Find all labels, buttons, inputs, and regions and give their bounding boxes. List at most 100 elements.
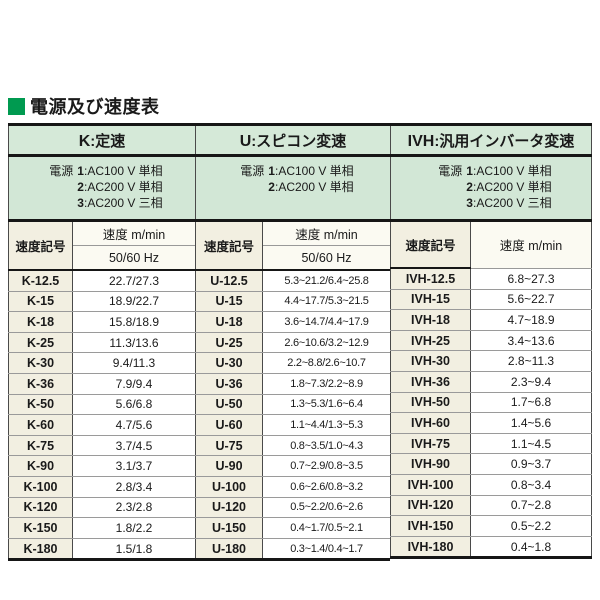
table-row: K-36 7.9/9.4 [8, 373, 195, 395]
table-row: K-150 1.8/2.2 [8, 517, 195, 539]
speed-code-cell: U-36 [195, 373, 263, 395]
power-option-number: 2 [268, 180, 275, 194]
speed-code-cell: U-75 [195, 435, 263, 457]
table-row: U-15 4.4~17.7/5.3~21.5 [195, 291, 390, 313]
speed-value-cell: 3.1/3.7 [72, 455, 195, 477]
table-row: IVH-36 2.3~9.4 [390, 371, 592, 393]
power-source-line: 2:AC200 V 単相 [466, 180, 552, 194]
section-table-ivh: IVH:汎用インバータ変速 電源 1:AC100 V 単相 2:AC200 V 単相 3… [390, 123, 592, 560]
speed-value-cell: 3.7/4.5 [72, 435, 195, 457]
table-row: K-12.5 22.7/27.3 [8, 270, 195, 292]
table-row: K-18 15.8/18.9 [8, 311, 195, 333]
table-row: U-36 1.8~7.3/2.2~8.9 [195, 373, 390, 395]
col-header-speed-code: 速度記号 [8, 220, 73, 271]
table-row: K-50 5.6/6.8 [8, 394, 195, 416]
speed-value-cell: 0.8~3.5/1.0~4.3 [262, 435, 390, 457]
col-header-speed-code: 速度記号 [390, 220, 471, 269]
section-code-label: U [239, 132, 252, 150]
section-header-k: K:定速 [8, 124, 195, 157]
speed-code-cell: IVH-12.5 [390, 268, 471, 290]
speed-value-cell: 2.3~9.4 [470, 371, 592, 393]
table-row: IVH-180 0.4~1.8 [390, 536, 592, 559]
speed-value-cell: 15.8/18.9 [72, 311, 195, 333]
table-row: IVH-12.5 6.8~27.3 [390, 268, 592, 290]
speed-value-cell: 1.8/2.2 [72, 517, 195, 539]
speed-code-cell: K-120 [8, 497, 73, 519]
speed-code-cell: K-15 [8, 291, 73, 313]
speed-code-cell: U-150 [195, 517, 263, 539]
table-row: K-25 11.3/13.6 [8, 332, 195, 354]
speed-value-cell: 1.3~5.3/1.6~6.4 [262, 394, 390, 416]
table-row: IVH-75 1.1~4.5 [390, 433, 592, 455]
speed-code-cell: K-100 [8, 476, 73, 498]
section-code-label: IVH [407, 132, 435, 150]
table-row: U-50 1.3~5.3/1.6~6.4 [195, 394, 390, 416]
speed-value-cell: 3.4~13.6 [470, 330, 592, 352]
power-source-line: 3:AC200 V 三相 [466, 196, 552, 210]
table-row: K-180 1.5/1.8 [8, 538, 195, 561]
power-source-row: 電源 1:AC100 V 単相 2:AC200 V 単相 3:AC200 V 三相 [8, 155, 195, 222]
col-header-speed-unit: 速度 m/min [72, 220, 195, 246]
speed-value-cell: 0.7~2.8 [470, 495, 592, 517]
power-source-lines: 電源 1:AC100 V 単相 2:AC200 V 単相 3:AC200 V 三相 [41, 163, 162, 211]
speed-value-cell: 0.8~3.4 [470, 474, 592, 496]
speed-code-cell: U-50 [195, 394, 263, 416]
section-header-u: U:スピコン変速 [195, 124, 390, 157]
table-row: U-25 2.6~10.6/3.2~12.9 [195, 332, 390, 354]
power-option-number: 1 [77, 164, 84, 178]
power-label: 電源 [49, 164, 74, 178]
speed-code-cell: IVH-60 [390, 412, 471, 434]
speed-code-cell: U-120 [195, 497, 263, 519]
table-row: U-60 1.1~4.4/1.3~5.3 [195, 414, 390, 436]
power-source-cell: 電源 1:AC100 V 単相 2:AC200 V 単相 [195, 155, 390, 222]
column-header-row: 速度記号 速度 m/min [8, 220, 195, 271]
speed-code-cell: IVH-180 [390, 536, 471, 559]
section-header-row: IVH:汎用インバータ変速 [390, 124, 592, 157]
power-source-line: 電源 1:AC100 V 単相 [232, 163, 353, 179]
speed-code-cell: K-180 [8, 538, 73, 561]
column-header-row: 速度記号 速度 m/min [390, 220, 592, 269]
table-row: IVH-60 1.4~5.6 [390, 412, 592, 434]
speed-value-cell: 22.7/27.3 [72, 270, 195, 292]
speed-code-cell: IVH-25 [390, 330, 471, 352]
table-row: IVH-120 0.7~2.8 [390, 495, 592, 517]
speed-value-cell: 0.4~1.8 [470, 536, 592, 559]
speed-code-cell: K-90 [8, 455, 73, 477]
speed-code-cell: K-50 [8, 394, 73, 416]
speed-code-cell: K-150 [8, 517, 73, 539]
page-title: 電源及び速度表 [8, 93, 160, 119]
table-row: K-15 18.9/22.7 [8, 291, 195, 313]
power-source-lines: 電源 1:AC100 V 単相 2:AC200 V 単相 [232, 163, 353, 195]
table-row: U-90 0.7~2.9/0.8~3.5 [195, 455, 390, 477]
speed-value-cell: 2.8~11.3 [470, 350, 592, 372]
section-table-k: K:定速電源 1:AC100 V 単相 2:AC200 V 単相 3:AC200 V … [8, 123, 195, 562]
table-row: IVH-90 0.9~3.7 [390, 453, 592, 475]
speed-value-cell: 4.7/5.6 [72, 414, 195, 436]
power-source-lines: 電源 1:AC100 V 単相 2:AC200 V 単相 3:AC200 V 三相 [430, 163, 551, 211]
col-header-speed-unit: 速度 m/min [470, 220, 592, 269]
power-option-number: 1 [466, 164, 473, 178]
section-table-u: U:スピコン変速 電源 1:AC100 V 単相 2:AC200 V 単相 速度記号 速度… [195, 123, 390, 562]
speed-value-cell: 0.7~2.9/0.8~3.5 [262, 455, 390, 477]
speed-value-cell: 18.9/22.7 [72, 291, 195, 313]
page-title-text: 電源及び速度表 [30, 97, 160, 117]
table-row: U-12.5 5.3~21.2/6.4~25.8 [195, 270, 390, 292]
speed-code-cell: K-25 [8, 332, 73, 354]
table-row: U-120 0.5~2.2/0.6~2.6 [195, 497, 390, 519]
speed-value-cell: 1.1~4.5 [470, 433, 592, 455]
speed-code-cell: U-90 [195, 455, 263, 477]
speed-code-cell: U-30 [195, 352, 263, 374]
speed-value-cell: 2.3/2.8 [72, 497, 195, 519]
speed-code-cell: U-15 [195, 291, 263, 313]
speed-code-cell: U-18 [195, 311, 263, 333]
speed-code-cell: U-180 [195, 538, 263, 561]
speed-code-cell: K-60 [8, 414, 73, 436]
speed-code-cell: IVH-100 [390, 474, 471, 496]
section-header-row: K:定速 [8, 124, 195, 157]
speed-value-cell: 1.4~5.6 [470, 412, 592, 434]
table-row: K-75 3.7/4.5 [8, 435, 195, 457]
power-option-number: 3 [466, 196, 473, 210]
speed-code-cell: U-12.5 [195, 270, 263, 292]
speed-code-cell: IVH-150 [390, 515, 471, 537]
table-row: K-100 2.8/3.4 [8, 476, 195, 498]
